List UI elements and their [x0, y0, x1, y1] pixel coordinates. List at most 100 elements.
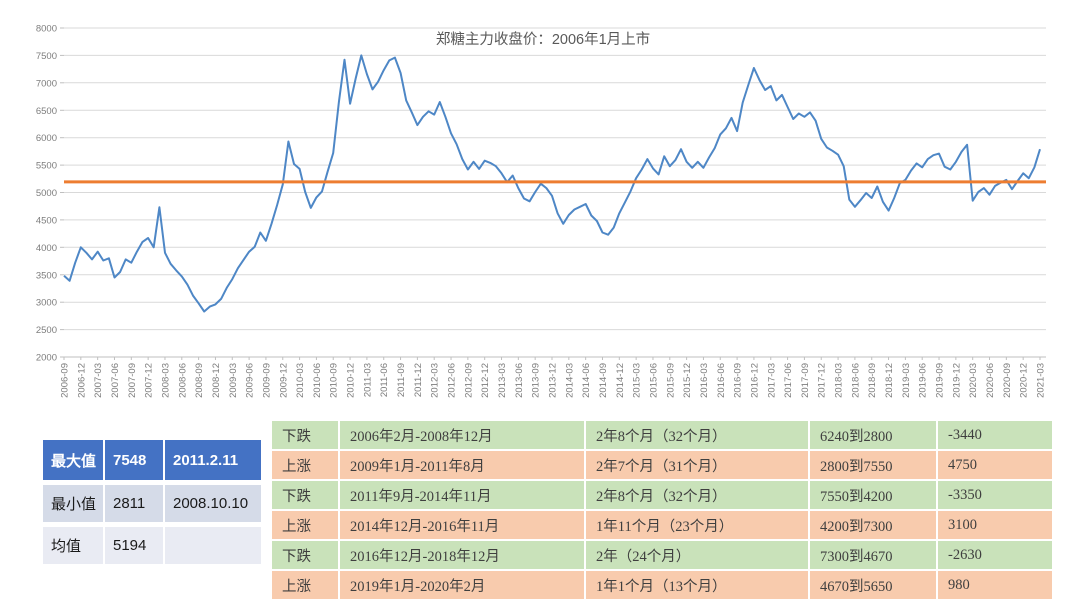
x-tick-label: 2015-09 [665, 363, 676, 398]
x-tick-label: 2018-03 [834, 363, 845, 398]
phase-row3-period: 2011年9月-2014年11月 [340, 481, 584, 509]
x-tick-label: 2016-12 [749, 363, 760, 398]
x-tick-label: 2009-06 [245, 363, 256, 398]
stats-table: 最大值 7548 2011.2.11 最小值 2811 2008.10.10 均值 5194 [43, 440, 261, 564]
phase-row3-range: 7550到4200 [810, 481, 936, 509]
phase-row2-duration: 2年7个月（31个月） [586, 451, 808, 479]
phase-row5-period: 2016年12月-2018年12月 [340, 541, 584, 569]
y-tick-label: 6000 [36, 133, 57, 144]
phase-row3-change: -3350 [938, 481, 1052, 509]
phase-row6-range: 4670到5650 [810, 571, 936, 599]
x-tick-label: 2017-06 [783, 363, 794, 398]
x-tick-label: 2011-06 [379, 363, 390, 397]
stats-min-value: 2811 [105, 485, 163, 522]
phase-row6-change: 980 [938, 571, 1052, 599]
x-tick-label: 2012-03 [430, 363, 441, 398]
chart-title: 郑糖主力收盘价：2006年1月上市 [436, 30, 650, 48]
x-tick-label: 2015-03 [632, 363, 643, 398]
x-tick-label: 2018-12 [884, 363, 895, 398]
x-tick-label: 2009-12 [278, 363, 289, 398]
x-tick-label: 2020-03 [968, 363, 979, 398]
x-tick-label: 2017-09 [800, 363, 811, 398]
x-tick-label: 2012-09 [463, 363, 474, 398]
stats-max-label: 最大值 [43, 440, 103, 480]
y-tick-label: 7000 [36, 78, 57, 89]
x-tick-label: 2020-06 [985, 363, 996, 398]
x-tick-label: 2013-09 [531, 363, 542, 398]
x-tick-label: 2008-12 [211, 363, 222, 398]
phase-row1-direction: 下跌 [272, 421, 338, 449]
phase-table: 下跌 2006年2月-2008年12月 2年8个月（32个月） 6240到2800 -3… [272, 421, 1052, 599]
x-tick-label: 2016-03 [699, 363, 710, 398]
x-tick-label: 2018-06 [850, 363, 861, 398]
y-tick-label: 2500 [36, 325, 57, 336]
stats-min-date: 2008.10.10 [165, 485, 261, 522]
stats-mean-date [165, 527, 261, 564]
x-tick-label: 2011-09 [396, 363, 407, 397]
phase-row4-period: 2014年12月-2016年11月 [340, 511, 584, 539]
x-tick-label: 2012-12 [480, 363, 491, 398]
x-tick-label: 2010-03 [295, 363, 306, 398]
phase-row5-range: 7300到4670 [810, 541, 936, 569]
phase-row1-period: 2006年2月-2008年12月 [340, 421, 584, 449]
phase-row3-direction: 下跌 [272, 481, 338, 509]
phase-row1-range: 6240到2800 [810, 421, 936, 449]
phase-row1-change: -3440 [938, 421, 1052, 449]
x-tick-label: 2011-03 [362, 363, 373, 397]
x-tick-label: 2007-03 [93, 363, 104, 398]
phase-row2-period: 2009年1月-2011年8月 [340, 451, 584, 479]
x-tick-label: 2007-06 [110, 363, 121, 398]
x-tick-label: 2020-09 [1002, 363, 1013, 398]
x-tick-label: 2017-12 [817, 363, 828, 398]
phase-row3-duration: 2年8个月（32个月） [586, 481, 808, 509]
phase-row6-period: 2019年1月-2020年2月 [340, 571, 584, 599]
x-tick-label: 2014-12 [615, 363, 626, 398]
y-tick-label: 5000 [36, 188, 57, 199]
x-tick-label: 2014-09 [598, 363, 609, 398]
phase-row5-duration: 2年（24个月） [586, 541, 808, 569]
x-tick-label: 2006-12 [76, 363, 87, 398]
x-tick-label: 2007-09 [127, 363, 138, 398]
price-line-chart: 郑糖主力收盘价：2006年1月上市 2000 2500 3000 3500 4000 45… [36, 24, 1047, 398]
x-tick-label: 2008-06 [177, 363, 188, 398]
y-tick-label: 4500 [36, 215, 57, 226]
phase-row4-range: 4200到7300 [810, 511, 936, 539]
x-tick-label: 2020-12 [1019, 363, 1030, 398]
x-tick-label: 2015-06 [649, 363, 660, 398]
x-tick-label: 2010-09 [329, 363, 340, 398]
y-tick-label: 4000 [36, 243, 57, 254]
stats-mean-value: 5194 [105, 527, 163, 564]
price-series-line [63, 54, 1041, 313]
stats-min-label: 最小值 [43, 485, 103, 522]
phase-row4-duration: 1年11个月（23个月） [586, 511, 808, 539]
x-tick-label: 2021-03 [1036, 363, 1047, 398]
x-tick-label: 2019-06 [918, 363, 929, 398]
phase-row4-change: 3100 [938, 511, 1052, 539]
phase-row6-direction: 上涨 [272, 571, 338, 599]
x-tick-label: 2015-12 [682, 363, 693, 398]
x-tick-label: 2016-09 [733, 363, 744, 398]
x-tick-label: 2013-06 [514, 363, 525, 398]
phase-row1-duration: 2年8个月（32个月） [586, 421, 808, 449]
y-tick-label: 3500 [36, 270, 57, 281]
x-tick-label: 2013-12 [548, 363, 559, 398]
x-tick-label: 2010-12 [346, 363, 357, 398]
phase-row5-change: -2630 [938, 541, 1052, 569]
x-tick-label: 2012-06 [447, 363, 458, 398]
y-tick-label: 5500 [36, 161, 57, 172]
x-tick-label: 2008-09 [194, 363, 205, 398]
x-tick-label: 2009-03 [228, 363, 239, 398]
y-tick-label: 6500 [36, 106, 57, 117]
x-tick-label: 2006-09 [60, 363, 71, 398]
x-tick-label: 2013-03 [497, 363, 508, 398]
x-tick-label: 2016-06 [716, 363, 727, 398]
stats-max-value: 7548 [105, 440, 163, 480]
phase-row2-range: 2800到7550 [810, 451, 936, 479]
x-tick-label: 2007-12 [144, 363, 155, 398]
y-tick-label: 8000 [36, 24, 57, 35]
y-tick-label: 3000 [36, 298, 57, 309]
x-tick-label: 2014-03 [564, 363, 575, 398]
x-tick-label: 2014-06 [581, 363, 592, 398]
stats-mean-label: 均值 [43, 527, 103, 564]
